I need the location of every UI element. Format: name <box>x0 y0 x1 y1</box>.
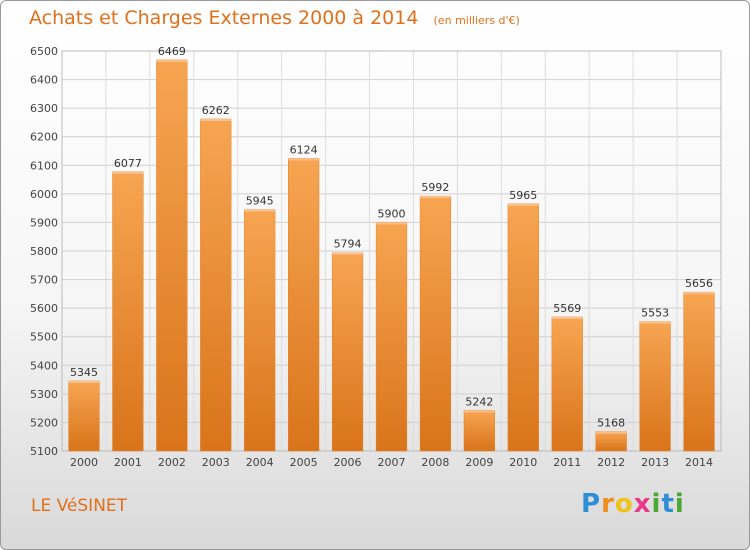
data-label-2000: 5345 <box>70 366 98 379</box>
data-label-2001: 6077 <box>114 157 142 170</box>
proxiti-logo: Proxiti <box>581 489 685 519</box>
bar-highlight-2009 <box>463 410 495 413</box>
x-tick-label: 2010 <box>509 456 537 469</box>
location-label: LE VéSINET <box>31 496 128 516</box>
bar-2004 <box>244 209 276 452</box>
label-layer: 5345 6077 6469 6262 5945 6124 5794 5900 5992 5242… <box>70 45 713 430</box>
data-label-2013: 5553 <box>641 307 669 320</box>
bar-2000 <box>68 380 100 452</box>
x-tick-label: 2013 <box>641 456 669 469</box>
data-label-2005: 6124 <box>290 143 318 156</box>
x-tick-label: 2014 <box>685 456 713 469</box>
data-label-2010: 5965 <box>509 189 537 202</box>
bar-2002 <box>156 59 188 452</box>
bar-highlight-2006 <box>332 252 363 255</box>
chart-title: Achats et Charges Externes 2000 à 2014 <box>29 7 419 29</box>
y-tick-label: 5100 <box>30 445 58 458</box>
bar-highlight-2011 <box>551 317 583 319</box>
x-tick-label: 2007 <box>378 456 406 469</box>
bar-highlight-2007 <box>376 222 407 225</box>
logo-letter: i <box>674 489 685 519</box>
y-tick-label: 6200 <box>30 131 58 144</box>
data-label-2002: 6469 <box>158 45 186 58</box>
y-tick-label: 6300 <box>30 102 58 115</box>
x-tick-label: 2003 <box>202 456 230 469</box>
bar-highlight-2001 <box>112 171 144 174</box>
logo-letter: P <box>581 489 602 519</box>
logo-letter: x <box>633 489 652 519</box>
data-label-2008: 5992 <box>421 181 449 194</box>
y-tick-label: 5200 <box>30 416 58 429</box>
y-tick-label: 5500 <box>30 331 58 344</box>
y-tick-label: 5600 <box>30 302 58 315</box>
x-tick-label: 2009 <box>465 456 493 469</box>
bar-2005 <box>288 158 320 452</box>
bar-2012 <box>595 431 627 452</box>
bar-highlight-2014 <box>683 292 715 295</box>
y-tick-label: 5900 <box>30 216 58 229</box>
bar-highlight-2000 <box>68 381 100 383</box>
bar-highlight-2010 <box>507 203 539 206</box>
x-tick-label: 2004 <box>246 456 274 469</box>
bar-2008 <box>419 195 452 452</box>
x-tick-label: 2005 <box>290 456 318 469</box>
bar-highlight-2005 <box>288 158 320 161</box>
bar-highlight-2003 <box>200 119 232 121</box>
data-label-2006: 5794 <box>334 238 362 251</box>
bar-highlight-2004 <box>244 209 276 212</box>
y-tick-label: 6400 <box>30 74 58 87</box>
title-row: Achats et Charges Externes 2000 à 2014 (… <box>29 7 520 29</box>
x-tick-label: 2002 <box>158 456 186 469</box>
axis-layer: 5100 5200 5300 5400 5500 5600 5700 5800 5900 6000… <box>30 45 722 469</box>
bar-layer <box>68 59 715 452</box>
y-tick-label: 5800 <box>30 245 58 258</box>
bar-2007 <box>375 222 408 452</box>
x-tick-label: 2011 <box>553 456 581 469</box>
logo-letter: i <box>651 489 662 519</box>
bar-2009 <box>463 410 495 452</box>
bar-2014 <box>683 291 715 452</box>
x-tick-label: 2000 <box>70 456 98 469</box>
x-tick-label: 2012 <box>597 456 625 469</box>
y-tick-label: 5700 <box>30 274 58 287</box>
x-tick-label: 2006 <box>334 456 362 469</box>
x-tick-label: 2008 <box>421 456 449 469</box>
y-tick-label: 5400 <box>30 359 58 372</box>
data-label-2004: 5945 <box>246 195 274 208</box>
logo-letter: o <box>614 489 634 519</box>
data-label-2009: 5242 <box>465 395 493 408</box>
bar-2003 <box>200 118 232 452</box>
logo-letter: t <box>661 489 675 519</box>
bar-highlight-2013 <box>639 321 671 324</box>
y-tick-label: 5300 <box>30 388 58 401</box>
data-label-2007: 5900 <box>378 207 406 220</box>
data-label-2014: 5656 <box>685 277 713 290</box>
chart-subtitle: (en milliers d'€) <box>433 14 520 27</box>
bar-2006 <box>331 252 364 452</box>
bar-highlight-2012 <box>595 431 627 434</box>
bar-2013 <box>639 321 671 452</box>
logo-letter: r <box>601 489 615 519</box>
bar-highlight-2002 <box>156 59 188 62</box>
bar-highlight-2008 <box>420 196 451 199</box>
data-label-2012: 5168 <box>597 417 625 430</box>
data-label-2003: 6262 <box>202 104 230 117</box>
bar-2011 <box>551 316 583 452</box>
bar-2010 <box>507 203 539 452</box>
data-label-2011: 5569 <box>553 302 581 315</box>
y-tick-label: 6500 <box>30 45 58 58</box>
y-tick-label: 6100 <box>30 159 58 172</box>
y-tick-label: 6000 <box>30 188 58 201</box>
x-tick-label: 2001 <box>114 456 142 469</box>
bar-2001 <box>112 171 144 452</box>
